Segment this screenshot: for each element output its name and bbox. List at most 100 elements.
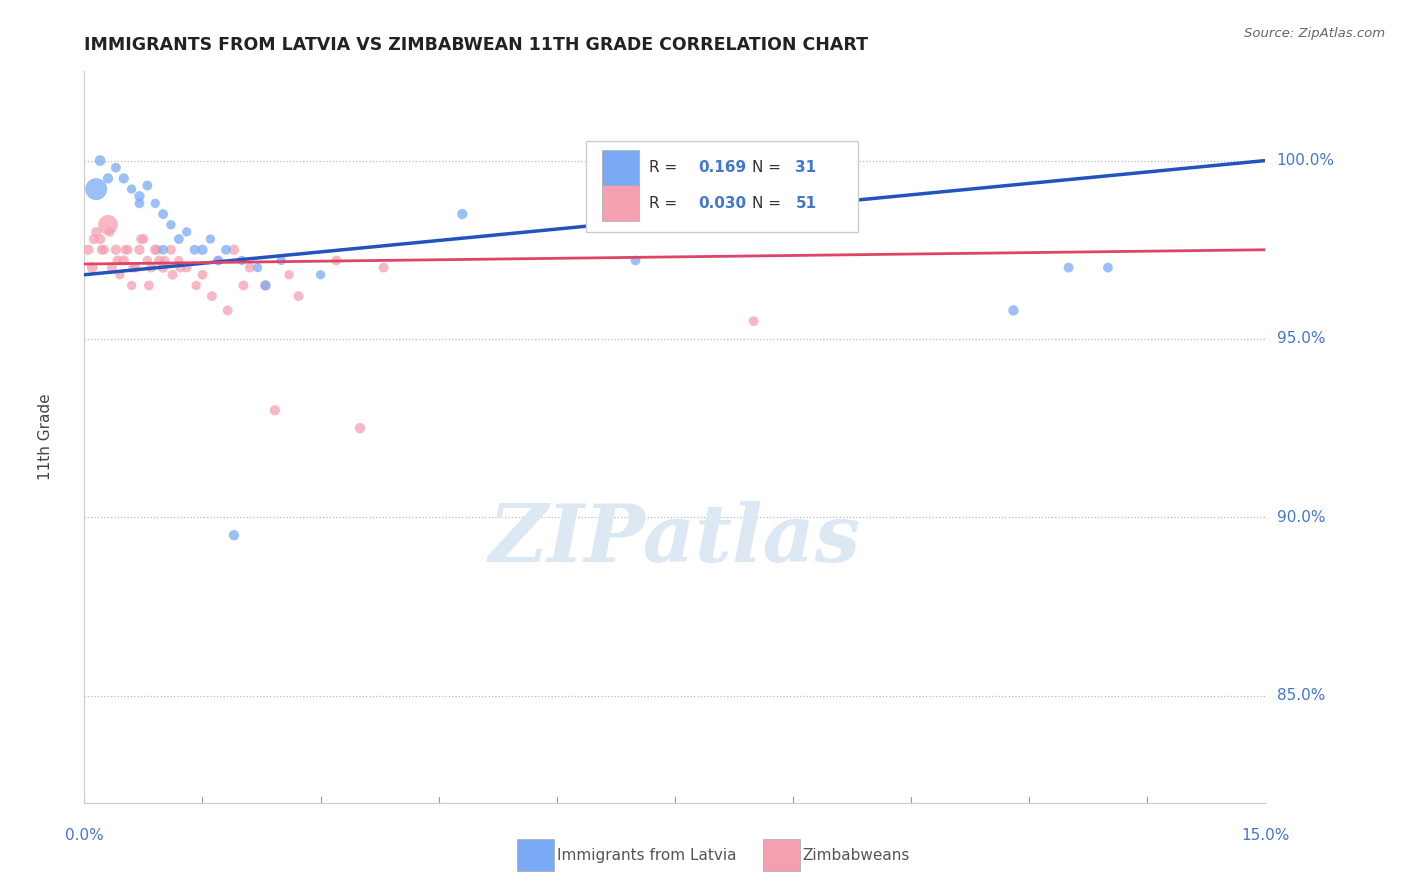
Point bbox=[200, 232, 222, 246]
Point bbox=[624, 253, 647, 268]
Text: 31: 31 bbox=[796, 161, 817, 176]
Text: 90.0%: 90.0% bbox=[1277, 510, 1324, 524]
Point bbox=[246, 260, 269, 275]
Point bbox=[742, 314, 765, 328]
Point bbox=[152, 207, 174, 221]
Point bbox=[191, 268, 214, 282]
Point bbox=[112, 253, 135, 268]
Text: N =: N = bbox=[752, 161, 786, 176]
Point bbox=[167, 232, 190, 246]
Point bbox=[122, 260, 145, 275]
Point bbox=[176, 260, 198, 275]
Point bbox=[89, 153, 111, 168]
Point bbox=[98, 225, 121, 239]
Text: ZIPatlas: ZIPatlas bbox=[489, 500, 860, 578]
Point bbox=[138, 278, 160, 293]
Point bbox=[128, 243, 150, 257]
Point bbox=[215, 243, 238, 257]
Point bbox=[143, 243, 166, 257]
Point bbox=[143, 196, 166, 211]
Point bbox=[107, 253, 129, 268]
Point bbox=[309, 268, 332, 282]
Point bbox=[112, 171, 135, 186]
Point bbox=[254, 278, 277, 293]
Point bbox=[222, 528, 245, 542]
Point bbox=[153, 253, 176, 268]
Point bbox=[167, 253, 190, 268]
Point bbox=[160, 243, 183, 257]
Point bbox=[222, 243, 245, 257]
Point bbox=[108, 268, 131, 282]
Point bbox=[97, 171, 120, 186]
Point bbox=[1002, 303, 1025, 318]
Text: 0.030: 0.030 bbox=[699, 195, 747, 211]
Point bbox=[114, 243, 136, 257]
Text: 85.0%: 85.0% bbox=[1277, 689, 1324, 703]
Point bbox=[129, 232, 152, 246]
Point bbox=[84, 225, 107, 239]
Point bbox=[207, 253, 229, 268]
Text: 100.0%: 100.0% bbox=[1277, 153, 1334, 168]
FancyBboxPatch shape bbox=[602, 186, 640, 221]
Point bbox=[169, 260, 191, 275]
Text: Immigrants from Latvia: Immigrants from Latvia bbox=[557, 848, 737, 863]
Point bbox=[82, 260, 104, 275]
Point bbox=[148, 253, 170, 268]
Point bbox=[201, 289, 224, 303]
Point bbox=[186, 278, 208, 293]
Point bbox=[90, 243, 112, 257]
Point bbox=[239, 260, 262, 275]
Point bbox=[132, 232, 155, 246]
FancyBboxPatch shape bbox=[602, 150, 640, 186]
Point bbox=[128, 189, 150, 203]
Text: Zimbabweans: Zimbabweans bbox=[803, 848, 910, 863]
Text: Source: ZipAtlas.com: Source: ZipAtlas.com bbox=[1244, 27, 1385, 40]
Point bbox=[93, 243, 115, 257]
Point bbox=[191, 243, 214, 257]
Point bbox=[254, 278, 277, 293]
Point bbox=[136, 178, 159, 193]
Point bbox=[287, 289, 309, 303]
Text: N =: N = bbox=[752, 195, 786, 211]
Point bbox=[451, 207, 474, 221]
Text: IMMIGRANTS FROM LATVIA VS ZIMBABWEAN 11TH GRADE CORRELATION CHART: IMMIGRANTS FROM LATVIA VS ZIMBABWEAN 11T… bbox=[84, 36, 869, 54]
Text: 0.169: 0.169 bbox=[699, 161, 747, 176]
Point bbox=[83, 232, 105, 246]
Text: 15.0%: 15.0% bbox=[1241, 828, 1289, 843]
Point bbox=[1057, 260, 1080, 275]
Point bbox=[183, 243, 205, 257]
Point bbox=[349, 421, 371, 435]
Point bbox=[278, 268, 301, 282]
Text: 51: 51 bbox=[796, 195, 817, 211]
Point bbox=[231, 253, 253, 268]
FancyBboxPatch shape bbox=[586, 141, 858, 232]
Text: 11th Grade: 11th Grade bbox=[38, 393, 53, 481]
Point bbox=[373, 260, 395, 275]
Point bbox=[160, 218, 183, 232]
Point bbox=[146, 243, 169, 257]
Point bbox=[101, 260, 124, 275]
Point bbox=[128, 196, 150, 211]
Point bbox=[270, 253, 292, 268]
Point bbox=[207, 253, 229, 268]
Point bbox=[121, 278, 143, 293]
Text: R =: R = bbox=[650, 161, 682, 176]
Text: 0.0%: 0.0% bbox=[65, 828, 104, 843]
Point bbox=[217, 303, 239, 318]
Point bbox=[77, 243, 100, 257]
Point bbox=[141, 260, 163, 275]
Point bbox=[89, 232, 111, 246]
Point bbox=[121, 182, 143, 196]
Text: 95.0%: 95.0% bbox=[1277, 332, 1324, 346]
Point bbox=[264, 403, 287, 417]
Point bbox=[104, 161, 127, 175]
Point bbox=[104, 243, 127, 257]
Point bbox=[117, 243, 139, 257]
Point bbox=[162, 268, 184, 282]
Point bbox=[136, 253, 159, 268]
Text: R =: R = bbox=[650, 195, 682, 211]
Point bbox=[325, 253, 347, 268]
Point bbox=[232, 278, 254, 293]
Point bbox=[124, 260, 146, 275]
Point bbox=[97, 218, 120, 232]
